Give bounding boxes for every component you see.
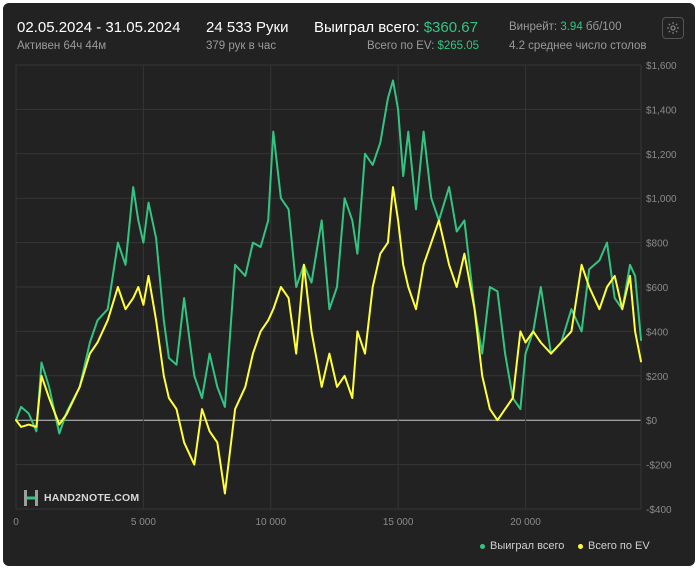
won-value: $360.67 [423,19,478,36]
legend-marker-won [480,543,485,549]
logo-text: HAND2NOTE.COM [44,492,140,504]
legend-label-ev: Всего по EV [588,540,650,552]
ev-label: Всего по EV: [367,40,435,52]
ev-total-line [15,186,642,495]
won-total: Выиграл всего: $360.67 [314,19,478,36]
y-tick-label: $800 [646,239,669,250]
hands-count: 24 533 Руки [206,19,289,36]
y-tick-label: $1,400 [646,105,677,116]
graph-panel: 02.05.2024 - 31.05.2024 Активен 64ч 44м … [3,3,695,566]
y-tick-label: $600 [646,283,669,294]
y-tick-label: $0 [646,416,658,427]
legend-item-ev[interactable]: Всего по EV [578,540,650,552]
x-tick-label: 20 000 [510,517,541,528]
date-range[interactable]: 02.05.2024 - 31.05.2024 [17,19,181,36]
winrate-value: 3.94 [560,21,583,33]
y-tick-label: $1,000 [646,194,677,205]
winrate: Винрейт: 3.94 бб/100 [509,21,621,33]
y-tick-label: -$400 [646,505,672,516]
x-tick-label: 5 000 [131,517,156,528]
settings-button[interactable] [662,17,684,39]
legend-marker-ev [578,543,583,549]
hands-per-hour: 379 рук в час [206,40,277,52]
avg-tables: 4.2 среднее число столов [509,40,647,52]
winrate-label: Винрейт: [509,21,558,33]
y-tick-label: -$200 [646,461,672,472]
won-total-line [15,79,642,435]
ev-total: Всего по EV: $265.05 [367,40,479,52]
y-tick-label: $400 [646,327,669,338]
ev-value: $265.05 [437,40,480,52]
winrate-unit: бб/100 [585,21,622,33]
x-tick-label: 15 000 [383,517,414,528]
legend-item-won[interactable]: Выиграл всего [480,540,564,552]
x-tick-label: 0 [13,517,19,528]
h2n-logo-icon [24,490,38,506]
legend-label-won: Выиграл всего [490,540,565,552]
y-tick-label: $1,200 [646,150,677,161]
x-tick-label: 10 000 [255,517,286,528]
won-label: Выиграл всего: [314,19,420,36]
bankroll-chart: $1,600 $1,400 $1,200 $1,000 $800 $600 $400 $200… [13,61,677,528]
y-tick-label: $200 [646,372,669,383]
active-time: Активен 64ч 44м [17,40,107,52]
hand2note-logo: HAND2NOTE.COM [23,489,139,507]
y-tick-label: $1,600 [646,61,677,72]
gear-icon [667,22,679,34]
